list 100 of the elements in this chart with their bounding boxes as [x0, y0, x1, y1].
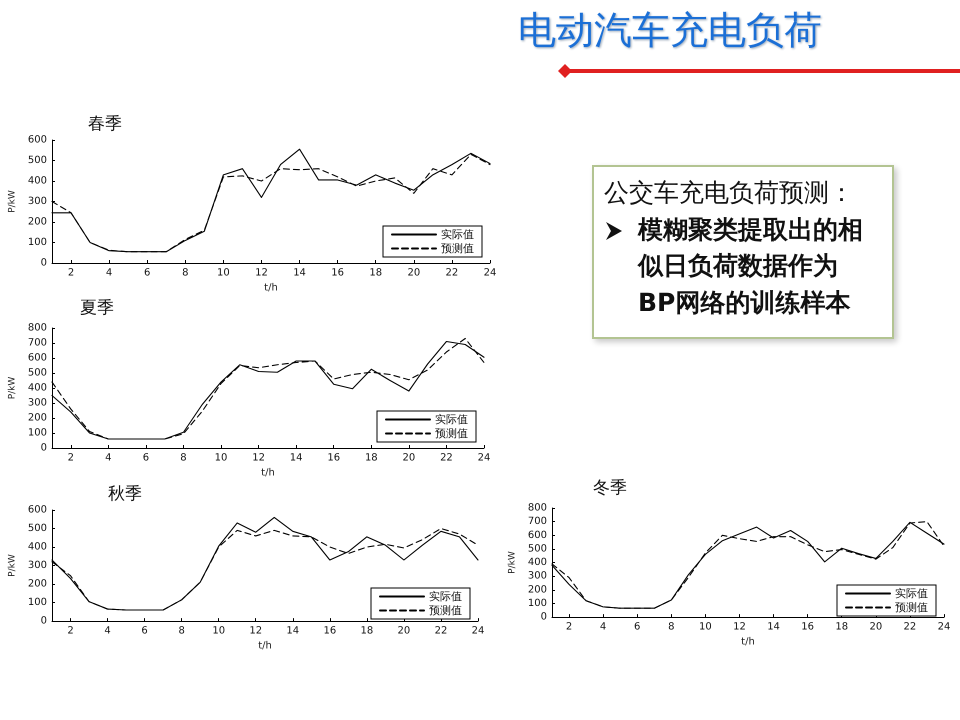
y-tick-label: 200 [28, 216, 47, 228]
y-tick-label: 0 [40, 616, 47, 627]
x-tick-label: 6 [142, 452, 150, 464]
y-tick-label: 500 [28, 368, 47, 378]
x-tick-label: 6 [144, 268, 150, 278]
x-tick-label: 22 [904, 622, 916, 633]
text: 公交车充电负荷预测： [604, 177, 855, 209]
y-tick-label: 400 [528, 557, 547, 568]
y-tick-label: 400 [28, 542, 47, 553]
x-tick-label: 24 [472, 626, 484, 637]
x-tick-label: 16 [331, 268, 344, 278]
x-axis-title: t/h [261, 467, 275, 478]
x-axis-title: t/h [741, 636, 755, 648]
y-tick-label: 500 [528, 543, 547, 554]
y-tick-label: 200 [28, 412, 47, 424]
x-tick-label: 18 [369, 268, 382, 278]
y-tick-label: 400 [28, 176, 47, 186]
y-tick-label: 300 [528, 570, 547, 582]
text: 电动汽车充电负荷 [518, 8, 822, 52]
chart-title: 冬季 [593, 477, 627, 499]
x-tick-label: 2 [67, 626, 74, 637]
y-tick-label: 200 [528, 584, 547, 596]
y-tick-label: 700 [528, 516, 547, 528]
x-tick-label: 12 [252, 452, 265, 464]
y-tick-label: 400 [28, 382, 47, 394]
x-tick-label: 22 [434, 626, 448, 637]
legend-label: 预测值 [441, 242, 474, 255]
y-tick-label: 800 [28, 322, 47, 334]
x-tick-label: 10 [212, 626, 226, 637]
y-tick-label: 300 [28, 560, 47, 572]
x-tick-label: 2 [68, 268, 74, 278]
y-tick-label: 0 [40, 258, 47, 268]
x-tick-label: 20 [869, 622, 882, 633]
legend-label: 预测值 [435, 427, 468, 440]
y-tick-label: 600 [528, 530, 547, 541]
x-tick-label: 16 [801, 622, 814, 633]
legend-label: 实际值 [441, 228, 474, 241]
x-tick-label: 4 [600, 622, 606, 633]
x-tick-label: 24 [484, 268, 496, 278]
y-tick-label: 0 [540, 612, 547, 623]
y-tick-label: 0 [40, 442, 47, 454]
x-tick-label: 18 [835, 622, 848, 633]
legend-label: 预测值 [429, 604, 462, 617]
legend-label: 实际值 [895, 587, 928, 600]
y-axis-title: P/kW [8, 376, 18, 400]
chart-title: 夏季 [80, 297, 114, 319]
x-tick-label: 12 [249, 626, 262, 637]
x-tick-label: 20 [407, 268, 420, 278]
y-tick-label: 300 [28, 196, 47, 207]
y-axis-title: P/kW [508, 551, 518, 574]
x-axis-title: t/h [258, 640, 272, 652]
x-tick-label: 22 [440, 452, 453, 464]
y-tick-label: 100 [28, 597, 47, 608]
x-tick-label: 10 [699, 622, 712, 633]
x-tick-label: 12 [255, 268, 268, 278]
x-axis-title: t/h [264, 282, 278, 294]
y-tick-label: 100 [28, 237, 47, 248]
y-tick-label: 500 [28, 523, 47, 534]
x-tick-label: 18 [364, 452, 378, 464]
x-tick-label: 8 [178, 626, 185, 637]
x-tick-label: 20 [398, 626, 410, 637]
chart-title: 秋季 [108, 483, 142, 505]
x-tick-label: 14 [767, 622, 780, 633]
x-tick-label: 2 [566, 622, 572, 633]
x-tick-label: 10 [217, 268, 230, 278]
x-tick-label: 22 [446, 268, 458, 278]
x-tick-label: 14 [286, 626, 300, 637]
x-tick-label: 24 [938, 622, 950, 633]
x-tick-label: 4 [106, 268, 112, 278]
x-tick-label: 4 [105, 452, 112, 464]
x-tick-label: 10 [214, 452, 228, 464]
y-tick-label: 600 [28, 134, 47, 146]
y-axis-title: P/kW [8, 190, 18, 213]
x-tick-label: 14 [293, 268, 306, 278]
y-tick-label: 500 [28, 155, 47, 166]
x-tick-label: 8 [180, 452, 187, 464]
y-tick-label: 200 [28, 578, 47, 590]
y-tick-label: 800 [528, 502, 547, 514]
y-tick-label: 600 [28, 352, 47, 364]
y-tick-label: 700 [28, 338, 47, 348]
x-tick-label: 18 [360, 626, 374, 637]
x-tick-label: 6 [141, 626, 148, 637]
chart-title: 春季 [88, 113, 122, 135]
y-axis-title: P/kW [8, 554, 18, 577]
x-tick-label: 12 [733, 622, 746, 633]
text: 模糊聚类提取出的相似日负荷数据作为BP网络的训练样本 [638, 214, 864, 318]
x-tick-label: 8 [668, 622, 674, 633]
legend-label: 实际值 [429, 590, 462, 603]
x-tick-label: 8 [182, 268, 188, 278]
x-tick-label: 16 [323, 626, 336, 637]
x-tick-label: 14 [290, 452, 303, 464]
x-tick-label: 24 [478, 452, 490, 464]
y-tick-label: 100 [528, 598, 547, 609]
x-tick-label: 4 [104, 626, 111, 637]
x-tick-label: 16 [327, 452, 340, 464]
legend-label: 预测值 [895, 601, 928, 614]
y-tick-label: 300 [28, 398, 47, 408]
y-tick-label: 100 [28, 428, 47, 438]
y-tick-label: 600 [28, 504, 47, 516]
x-tick-label: 2 [68, 452, 74, 464]
